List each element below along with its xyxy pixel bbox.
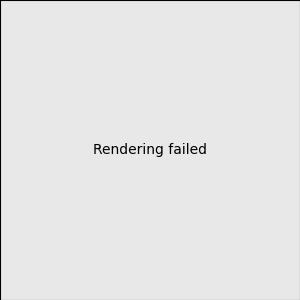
Text: Rendering failed: Rendering failed [93,143,207,157]
